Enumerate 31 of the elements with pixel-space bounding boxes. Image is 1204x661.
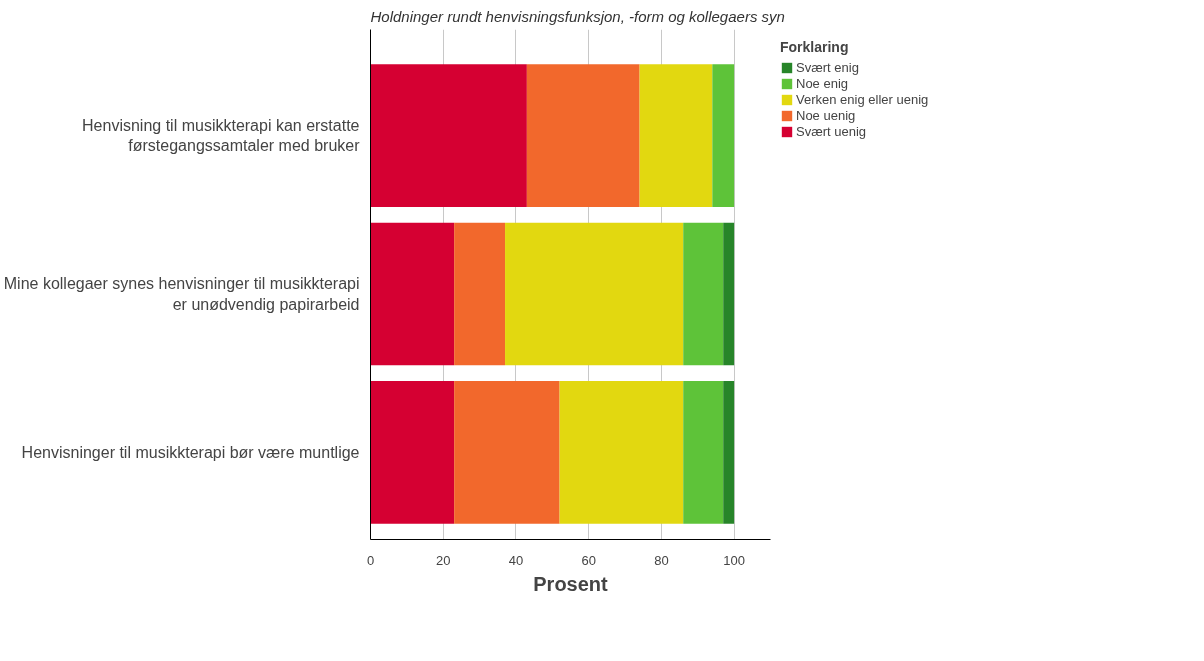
legend-label: Svært enig (796, 60, 859, 75)
x-axis-title: Prosent (533, 572, 609, 595)
x-tick-label: 0 (366, 552, 375, 568)
y-tick-label: Henvisninger til musikkterapi bør være muntlige (21, 443, 360, 461)
bar (639, 64, 713, 207)
x-tick-label: 100 (723, 552, 745, 568)
chart-title: Holdninger rundt henvisningsfunksjon, -form og kollegaers syn (370, 7, 785, 25)
legend-label: Svært uenig (796, 124, 867, 139)
bar (370, 381, 455, 524)
x-tick-label: 40 (508, 552, 524, 568)
bar (370, 222, 455, 366)
legend-label: Noe uenig (796, 108, 856, 123)
x-tick-label: 20 (436, 552, 451, 568)
y-tick-label: Mine kollegaer synes henvisninger til musikkterapi er unødvendig papirarbeid (3, 275, 360, 313)
bar (712, 64, 735, 207)
bar (559, 381, 684, 524)
legend-label: Noe enig (796, 76, 849, 91)
legend-title: Forklaring (780, 39, 850, 55)
bar (370, 64, 527, 207)
bar (526, 64, 640, 207)
bar (683, 381, 724, 524)
bar (505, 222, 684, 366)
bar (723, 222, 735, 366)
bar (723, 381, 735, 524)
bar (683, 222, 724, 366)
bar (454, 222, 506, 366)
x-tick-label: 80 (654, 552, 669, 568)
y-tick-label: Henvisning til musikkterapi kan erstatte førstegangssamtaler med bruker (82, 116, 361, 155)
x-tick-label: 60 (581, 552, 596, 568)
legend-label: Verken enig eller uenig (796, 92, 929, 107)
bar (454, 381, 560, 524)
